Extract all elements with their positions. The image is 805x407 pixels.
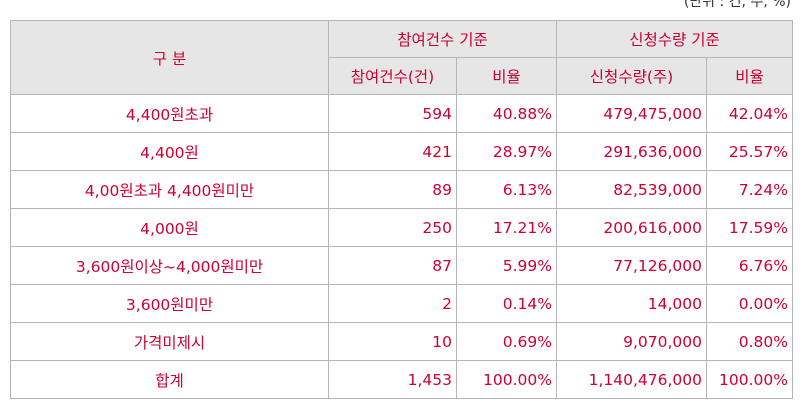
row-label: 3,600원이상~4,000원미만 (10, 246, 329, 285)
row-count: 594 (328, 94, 457, 133)
row-qty: 77,126,000 (556, 246, 707, 285)
header-category: 구 분 (10, 20, 329, 95)
table-row: 4,00원초과 4,400원미만 89 6.13% 82,539,000 7.2… (10, 170, 793, 209)
table-row: 3,600원이상~4,000원미만 87 5.99% 77,126,000 6.… (10, 246, 793, 285)
row-count: 87 (328, 246, 457, 285)
row-count: 10 (328, 322, 457, 361)
header-ratio2: 비율 (706, 57, 793, 95)
table-row: 가격미제시 10 0.69% 9,070,000 0.80% (10, 322, 793, 361)
total-count: 1,453 (328, 360, 457, 399)
header-group-qty: 신청수량 기준 (556, 20, 793, 58)
row-ratio2: 17.59% (706, 208, 793, 247)
table-row: 4,000원 250 17.21% 200,616,000 17.59% (10, 208, 793, 247)
header-row-1: 구 분 참여건수 기준 신청수량 기준 (10, 20, 793, 95)
row-ratio1: 0.14% (456, 284, 557, 323)
row-ratio1: 5.99% (456, 246, 557, 285)
row-ratio1: 0.69% (456, 322, 557, 361)
allocation-table: 구 분 참여건수 기준 신청수량 기준 참여건수(건) 비율 신청수량(주) 비… (10, 20, 793, 399)
table-row: 4,400원 421 28.97% 291,636,000 25.57% (10, 132, 793, 171)
row-count: 250 (328, 208, 457, 247)
row-qty: 200,616,000 (556, 208, 707, 247)
row-ratio2: 42.04% (706, 94, 793, 133)
row-ratio2: 7.24% (706, 170, 793, 209)
row-label: 4,000원 (10, 208, 329, 247)
row-count: 421 (328, 132, 457, 171)
header-group-count: 참여건수 기준 (328, 20, 557, 58)
row-ratio2: 0.00% (706, 284, 793, 323)
row-qty: 82,539,000 (556, 170, 707, 209)
row-ratio2: 6.76% (706, 246, 793, 285)
total-ratio2: 100.00% (706, 360, 793, 399)
row-ratio2: 0.80% (706, 322, 793, 361)
row-ratio2: 25.57% (706, 132, 793, 171)
row-count: 89 (328, 170, 457, 209)
header-qty: 신청수량(주) (556, 57, 707, 95)
row-qty: 9,070,000 (556, 322, 707, 361)
unit-note: (단위 : 건, 주, %) (683, 0, 791, 10)
header-ratio1: 비율 (456, 57, 557, 95)
row-ratio1: 40.88% (456, 94, 557, 133)
header-row-2: 참여건수(건) 비율 신청수량(주) 비율 (11, 57, 793, 95)
row-count: 2 (328, 284, 457, 323)
header-count: 참여건수(건) (328, 57, 457, 95)
row-label: 4,400원 (10, 132, 329, 171)
row-label: 3,600원미만 (10, 284, 329, 323)
row-ratio1: 6.13% (456, 170, 557, 209)
row-label: 4,00원초과 4,400원미만 (10, 170, 329, 209)
row-label: 4,400원초과 (10, 94, 329, 133)
total-ratio1: 100.00% (456, 360, 557, 399)
row-ratio1: 28.97% (456, 132, 557, 171)
table-row: 3,600원미만 2 0.14% 14,000 0.00% (10, 284, 793, 323)
row-ratio1: 17.21% (456, 208, 557, 247)
table-row: 4,400원초과 594 40.88% 479,475,000 42.04% (10, 94, 793, 133)
row-qty: 14,000 (556, 284, 707, 323)
total-row: 합계 1,453 100.00% 1,140,476,000 100.00% (10, 360, 793, 399)
total-qty: 1,140,476,000 (556, 360, 707, 399)
row-qty: 479,475,000 (556, 94, 707, 133)
row-qty: 291,636,000 (556, 132, 707, 171)
row-label: 가격미제시 (10, 322, 329, 361)
total-label: 합계 (10, 360, 329, 399)
